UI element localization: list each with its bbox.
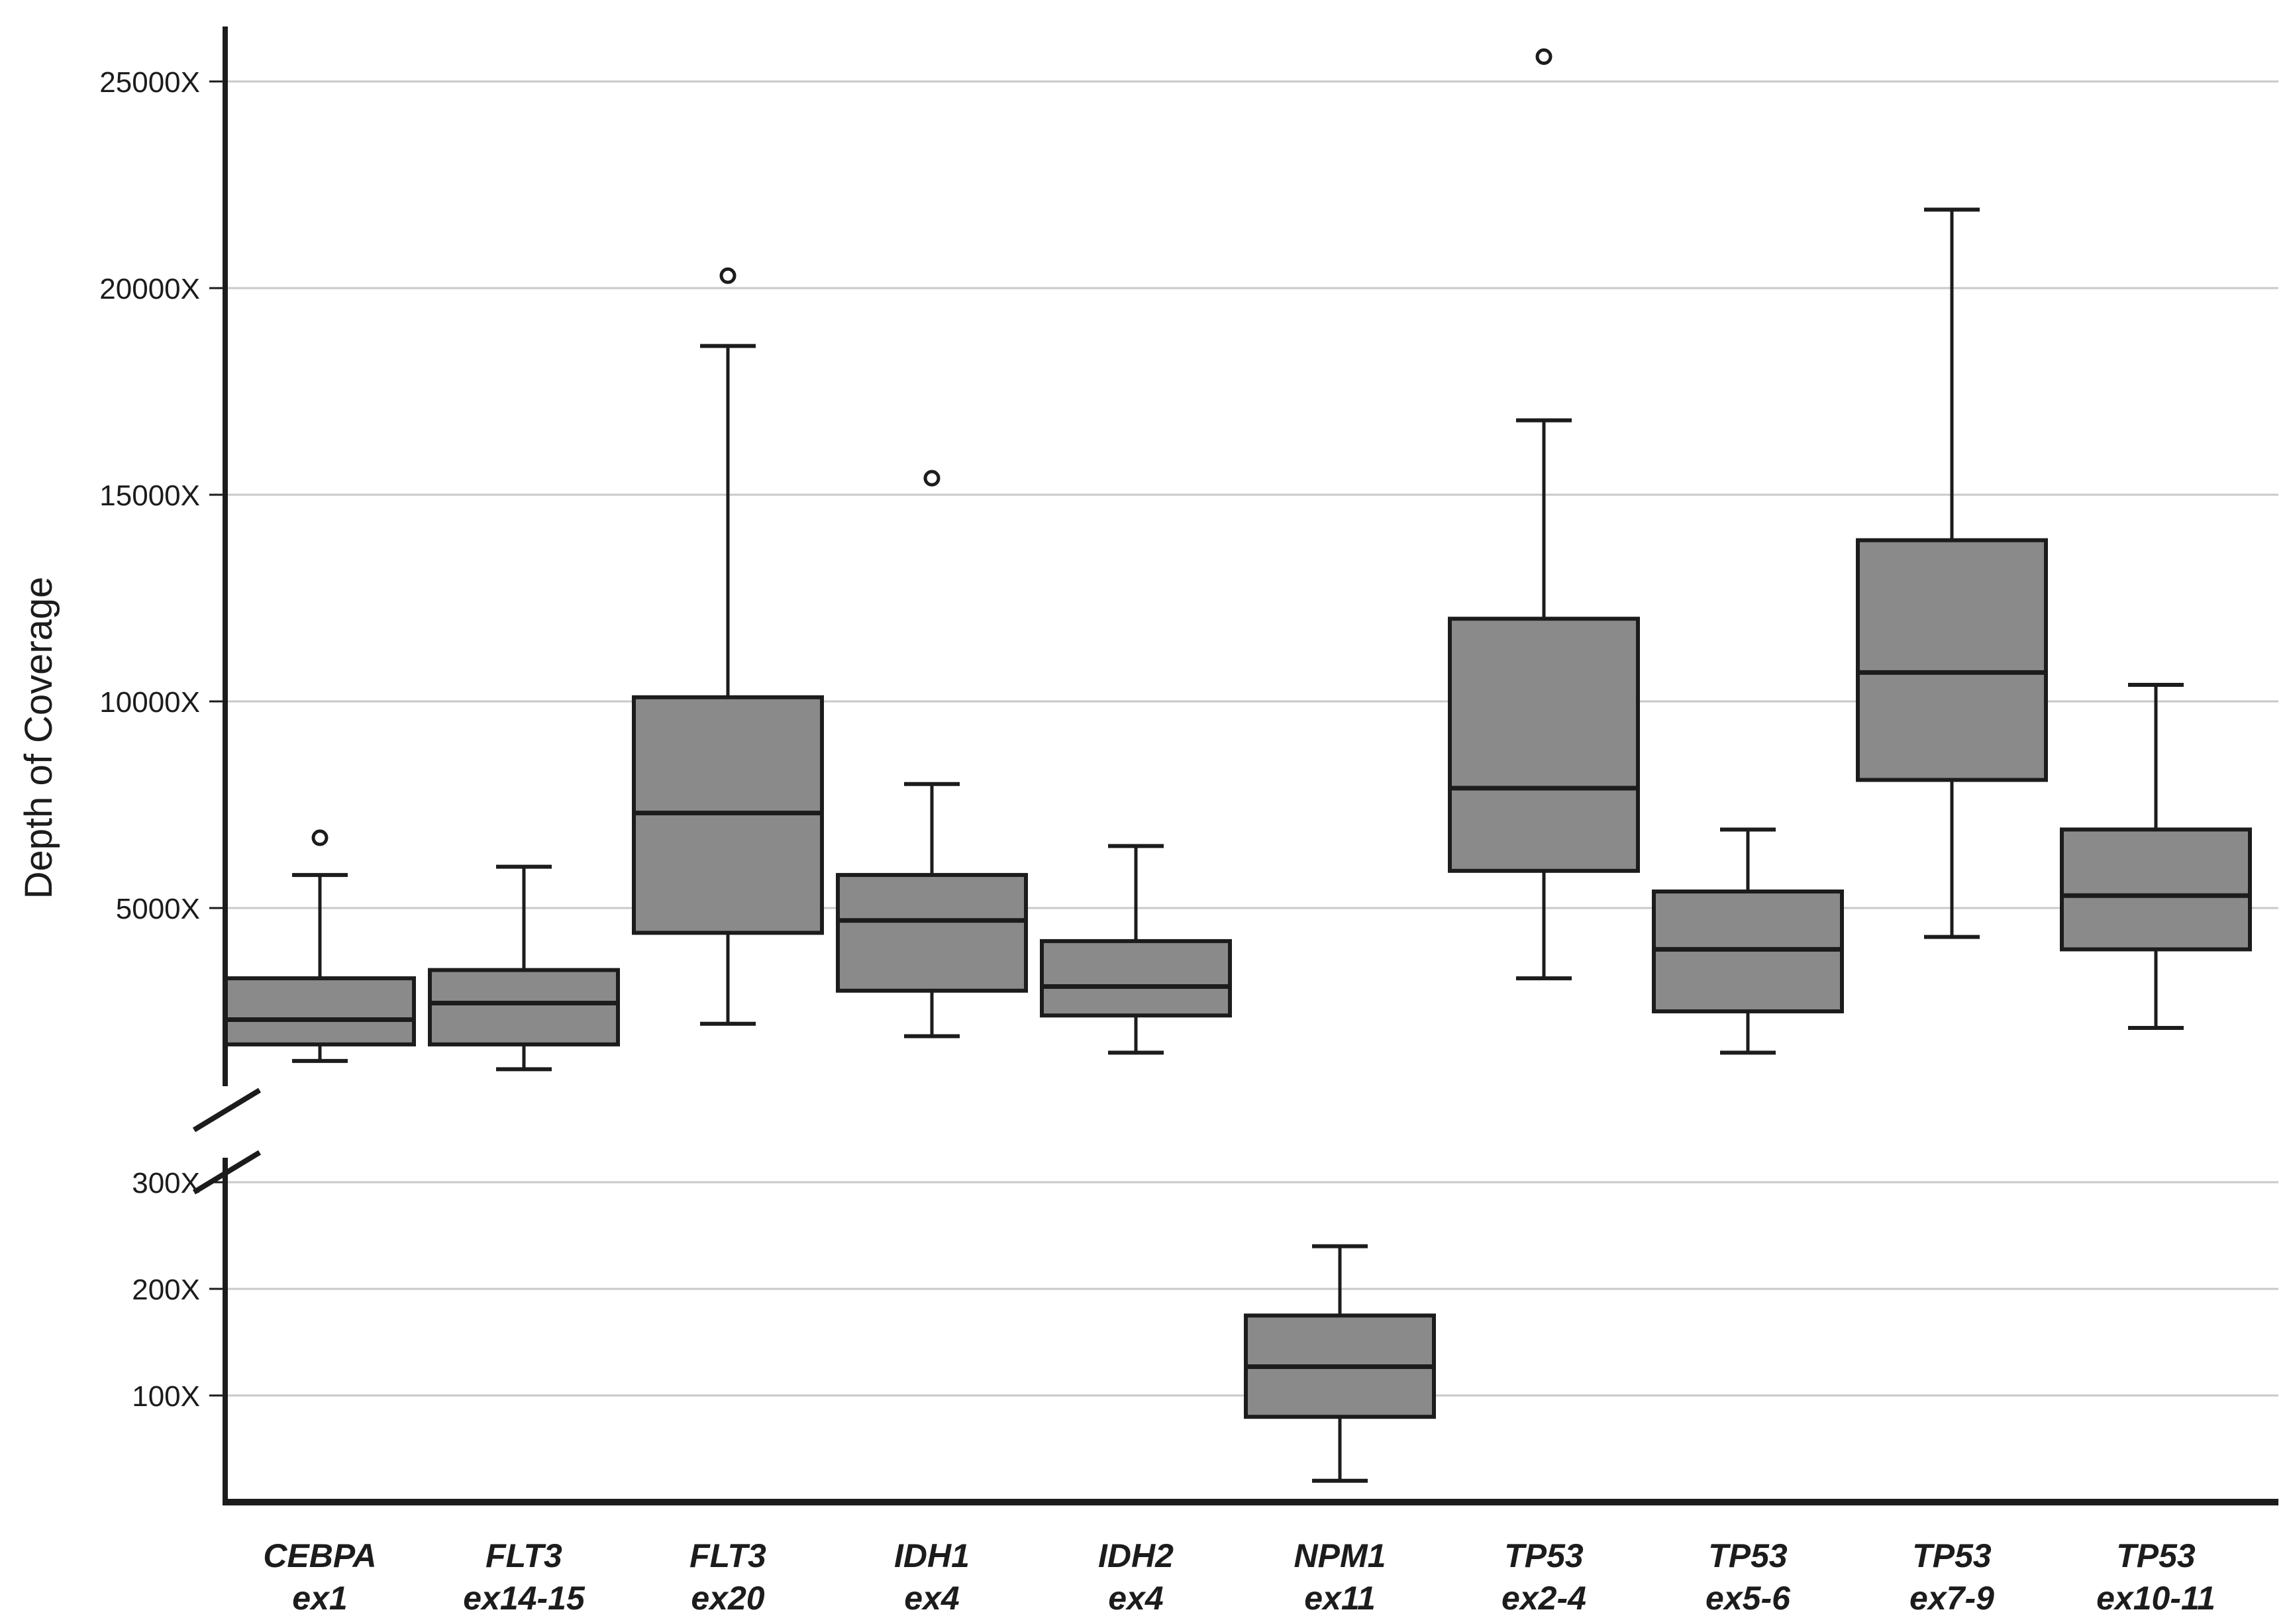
category-label-gene: TP53: [2116, 1537, 2196, 1574]
category-label-gene: TP53: [1504, 1537, 1584, 1574]
outlier-point: [1535, 48, 1552, 66]
category-label-gene: CEBPA: [263, 1537, 376, 1574]
boxplot-IDH1-ex4: [836, 470, 1028, 1039]
tick-label-lower-200: 200X: [132, 1274, 200, 1306]
boxplot-TP53-ex7-9: [1856, 207, 2048, 939]
axis-break-icon: [192, 1150, 262, 1195]
outlier-point: [719, 267, 737, 284]
iqr-box: [836, 873, 1028, 993]
category-label-exon: ex2-4: [1501, 1580, 1586, 1617]
boxplot-FLT3-ex20: [632, 267, 824, 1026]
category-label-exon: ex4: [1108, 1580, 1163, 1617]
tick-label-upper-10000: 10000X: [99, 686, 200, 719]
tick-label-upper-5000: 5000X: [116, 893, 200, 925]
boxplot-FLT3-ex14-15: [428, 864, 620, 1072]
boxplot-TP53-ex2-4: [1448, 48, 1640, 981]
y-axis-title: Depth of Coverage: [17, 577, 60, 899]
boxplot-TP53-ex5-6: [1652, 827, 1844, 1055]
axes-layer: [192, 26, 2278, 1505]
category-label-exon: ex1: [292, 1580, 347, 1617]
iqr-box: [1448, 617, 1640, 873]
category-label-gene: NPM1: [1294, 1537, 1386, 1574]
boxplot-CEBPA-ex1: [224, 829, 416, 1063]
category-label-exon: ex14-15: [463, 1580, 585, 1617]
tick-label-upper-15000: 15000X: [99, 480, 200, 512]
outlier-point: [923, 470, 941, 487]
category-label-exon: ex4: [904, 1580, 959, 1617]
axis-labels-layer: 5000X 10000X 15000X 20000X 25000X 100X 200X 300…: [99, 66, 2215, 1617]
tick-label-upper-25000: 25000X: [99, 66, 200, 99]
category-label-exon: ex5-6: [1705, 1580, 1791, 1617]
boxplot-NPM1-ex11: [1244, 1244, 1436, 1483]
category-label-exon: ex7-9: [1909, 1580, 1994, 1617]
outlier-point: [311, 829, 329, 846]
tick-label-lower-300: 300X: [132, 1167, 200, 1199]
category-label-gene: TP53: [1912, 1537, 1992, 1574]
tick-label-upper-20000: 20000X: [99, 273, 200, 305]
iqr-box: [224, 976, 416, 1046]
iqr-box: [1856, 538, 2048, 782]
category-label-gene: IDH1: [894, 1537, 970, 1574]
iqr-box: [1040, 939, 1232, 1018]
category-label-gene: TP53: [1708, 1537, 1788, 1574]
boxplot-TP53-ex10-11: [2060, 683, 2252, 1030]
boxplot-IDH2-ex4: [1040, 844, 1232, 1055]
axis-break-icon: [192, 1088, 262, 1133]
category-label-exon: ex20: [691, 1580, 764, 1617]
category-label-gene: IDH2: [1098, 1537, 1174, 1574]
category-label-gene: FLT3: [689, 1537, 766, 1574]
boxes-layer: [224, 48, 2252, 1483]
category-label-exon: ex10-11: [2096, 1580, 2215, 1617]
iqr-box: [428, 968, 620, 1046]
category-label-exon: ex11: [1304, 1580, 1376, 1617]
category-label-gene: FLT3: [485, 1537, 562, 1574]
tick-label-lower-100: 100X: [132, 1380, 200, 1413]
iqr-box: [2060, 827, 2252, 952]
